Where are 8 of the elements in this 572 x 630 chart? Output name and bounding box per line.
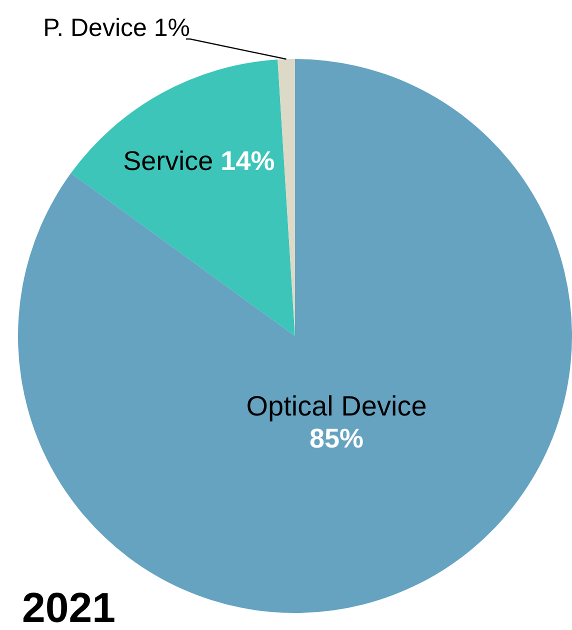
pie-slice bbox=[70, 60, 295, 336]
data-label: 85% bbox=[309, 423, 364, 454]
slice-label: Service bbox=[123, 146, 214, 176]
text: 2021 bbox=[22, 584, 116, 630]
data-label: 14% bbox=[213, 146, 275, 176]
slice-label: Optical Device bbox=[246, 390, 427, 422]
data-label: 1% bbox=[154, 14, 190, 42]
slice-label: P. Device bbox=[43, 14, 147, 42]
